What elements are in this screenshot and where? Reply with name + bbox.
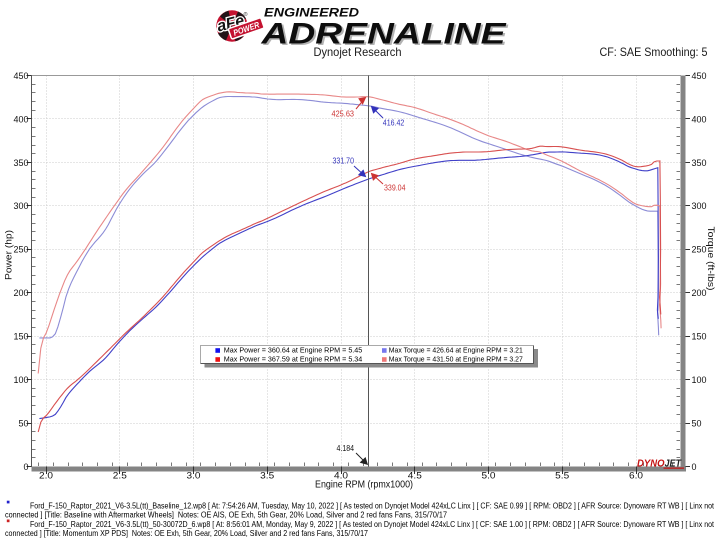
svg-text:400: 400 xyxy=(14,114,29,125)
svg-text:450: 450 xyxy=(692,71,707,82)
svg-text:50: 50 xyxy=(19,419,29,430)
svg-text:ENGINEERED: ENGINEERED xyxy=(264,6,359,20)
svg-text:5.5: 5.5 xyxy=(555,471,569,482)
svg-text:200: 200 xyxy=(692,288,707,299)
svg-text:150: 150 xyxy=(692,332,707,343)
svg-text:416.42: 416.42 xyxy=(383,118,405,127)
svg-text:0: 0 xyxy=(24,462,29,473)
svg-text:DYNO: DYNO xyxy=(637,459,665,470)
svg-text:350: 350 xyxy=(14,158,29,169)
svg-text:3.0: 3.0 xyxy=(187,471,201,482)
svg-text:4.184: 4.184 xyxy=(337,444,355,453)
svg-text:300: 300 xyxy=(692,201,707,212)
svg-text:400: 400 xyxy=(692,114,707,125)
svg-text:Torque (ft-lbs): Torque (ft-lbs) xyxy=(705,227,716,291)
svg-text:connected ] [Title: Baseline w: connected ] [Title: Baseline with Afterm… xyxy=(5,510,447,520)
svg-text:Ford_F-150_Raptor_2021_V6-3.5L: Ford_F-150_Raptor_2021_V6-3.5L(tt)_50-30… xyxy=(30,519,714,529)
svg-text:Dynojet Research: Dynojet Research xyxy=(314,45,402,59)
svg-text:4.0: 4.0 xyxy=(334,471,348,482)
svg-text:250: 250 xyxy=(14,245,29,256)
svg-text:Engine RPM (rpmx1000): Engine RPM (rpmx1000) xyxy=(315,479,413,490)
svg-text:0: 0 xyxy=(692,462,697,473)
svg-text:100: 100 xyxy=(14,375,29,386)
svg-text:JET: JET xyxy=(665,459,682,470)
svg-text:331.70: 331.70 xyxy=(333,157,355,166)
svg-text:450: 450 xyxy=(14,71,29,82)
svg-text:200: 200 xyxy=(14,288,29,299)
svg-text:300: 300 xyxy=(14,201,29,212)
svg-text:5.0: 5.0 xyxy=(482,471,496,482)
svg-text:3.5: 3.5 xyxy=(260,471,274,482)
svg-text:ADRENALINE: ADRENALINE xyxy=(260,18,506,51)
svg-text:4.5: 4.5 xyxy=(408,471,422,482)
svg-text:250: 250 xyxy=(692,245,707,256)
svg-text:6.0: 6.0 xyxy=(629,471,643,482)
svg-text:2.0: 2.0 xyxy=(39,471,53,482)
svg-text:Ford_F-150_Raptor_2021_V6-3.5L: Ford_F-150_Raptor_2021_V6-3.5L(tt)_Basel… xyxy=(30,500,714,510)
svg-text:®: ® xyxy=(244,11,248,18)
svg-text:100: 100 xyxy=(692,375,707,386)
svg-text:connected ] [Title: Momentum X: connected ] [Title: Momentum XP PDS] Not… xyxy=(5,528,368,538)
svg-text:350: 350 xyxy=(692,158,707,169)
svg-text:425.63: 425.63 xyxy=(332,109,355,118)
svg-text:Max Torque = 431.50 at Engine: Max Torque = 431.50 at Engine RPM = 3.27 xyxy=(389,355,523,364)
svg-text:50: 50 xyxy=(692,419,702,430)
svg-text:150: 150 xyxy=(14,332,29,343)
svg-text:CF: SAE Smoothing: 5: CF: SAE Smoothing: 5 xyxy=(600,45,708,59)
svg-text:Max Power = 360.64 at Engine R: Max Power = 360.64 at Engine RPM = 5.45 xyxy=(224,346,362,355)
svg-text:ADRENALINE: ADRENALINE xyxy=(262,19,508,52)
svg-text:Max Power = 367.59 at Engine R: Max Power = 367.59 at Engine RPM = 5.34 xyxy=(224,355,362,364)
svg-text:Power (hp): Power (hp) xyxy=(4,230,15,280)
svg-text:2.5: 2.5 xyxy=(113,471,127,482)
svg-text:339.04: 339.04 xyxy=(384,184,406,193)
svg-text:Max Torque = 426.64 at Engine: Max Torque = 426.64 at Engine RPM = 3.21 xyxy=(389,346,523,355)
